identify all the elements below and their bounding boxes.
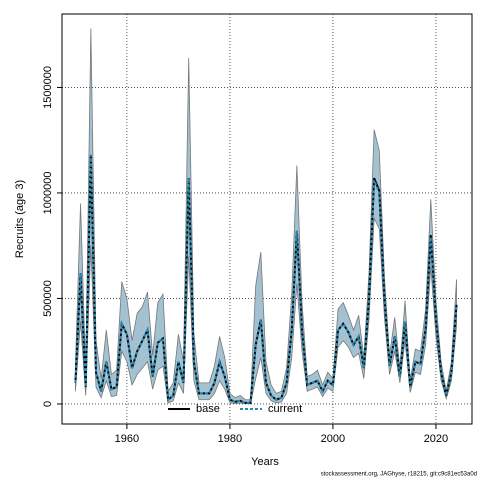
y-tick-label: 0 (42, 401, 54, 407)
footnote: stockassessment.org, JAGhyse, r18215, gi… (321, 472, 477, 478)
x-tick-label: 2000 (321, 433, 345, 445)
y-tick-label: 500000 (42, 280, 54, 317)
y-tick-label: 1000000 (42, 172, 54, 215)
legend-label: current (268, 403, 302, 415)
x-axis-label: Years (251, 456, 279, 468)
plot-frame (61, 13, 473, 425)
y-axis-label: Recruits (age 3) (14, 180, 26, 258)
x-tick-label: 2020 (424, 433, 448, 445)
series-line (74, 154, 458, 404)
x-tick-label: 1960 (115, 433, 139, 445)
confidence-band (74, 28, 457, 405)
legend-label: base (196, 403, 220, 415)
x-tick-label: 1980 (218, 433, 242, 445)
y-tick-label: 1500000 (42, 66, 54, 109)
